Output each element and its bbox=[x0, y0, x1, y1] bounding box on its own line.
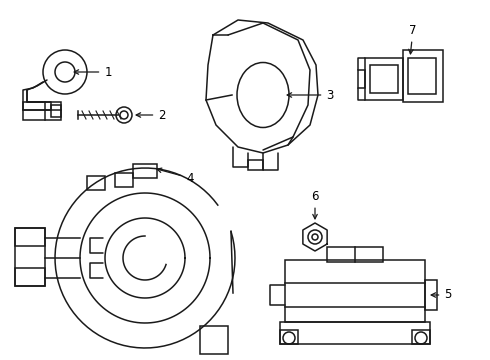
Bar bbox=[370, 65, 398, 93]
Bar bbox=[425, 280, 437, 310]
Bar bbox=[115, 173, 133, 187]
Text: 6: 6 bbox=[311, 189, 319, 219]
Text: 1: 1 bbox=[74, 66, 112, 78]
Bar bbox=[408, 58, 436, 94]
Bar bbox=[23, 102, 61, 120]
Bar bbox=[280, 330, 298, 344]
Bar bbox=[403, 50, 443, 102]
Text: 7: 7 bbox=[409, 23, 417, 54]
Text: 3: 3 bbox=[287, 89, 334, 102]
Bar bbox=[248, 160, 263, 170]
Bar bbox=[87, 176, 105, 190]
Bar bbox=[200, 326, 228, 354]
Bar bbox=[412, 330, 430, 344]
Text: 5: 5 bbox=[431, 288, 452, 302]
Bar bbox=[15, 228, 45, 246]
Bar bbox=[15, 228, 45, 286]
Text: 2: 2 bbox=[136, 108, 166, 122]
Bar bbox=[280, 322, 430, 344]
Bar bbox=[327, 247, 383, 262]
Text: 4: 4 bbox=[157, 168, 194, 185]
Bar bbox=[51, 105, 61, 117]
Bar bbox=[358, 70, 365, 88]
Bar bbox=[285, 260, 425, 322]
Bar bbox=[15, 268, 45, 286]
Bar bbox=[365, 58, 403, 100]
Bar bbox=[133, 164, 157, 178]
